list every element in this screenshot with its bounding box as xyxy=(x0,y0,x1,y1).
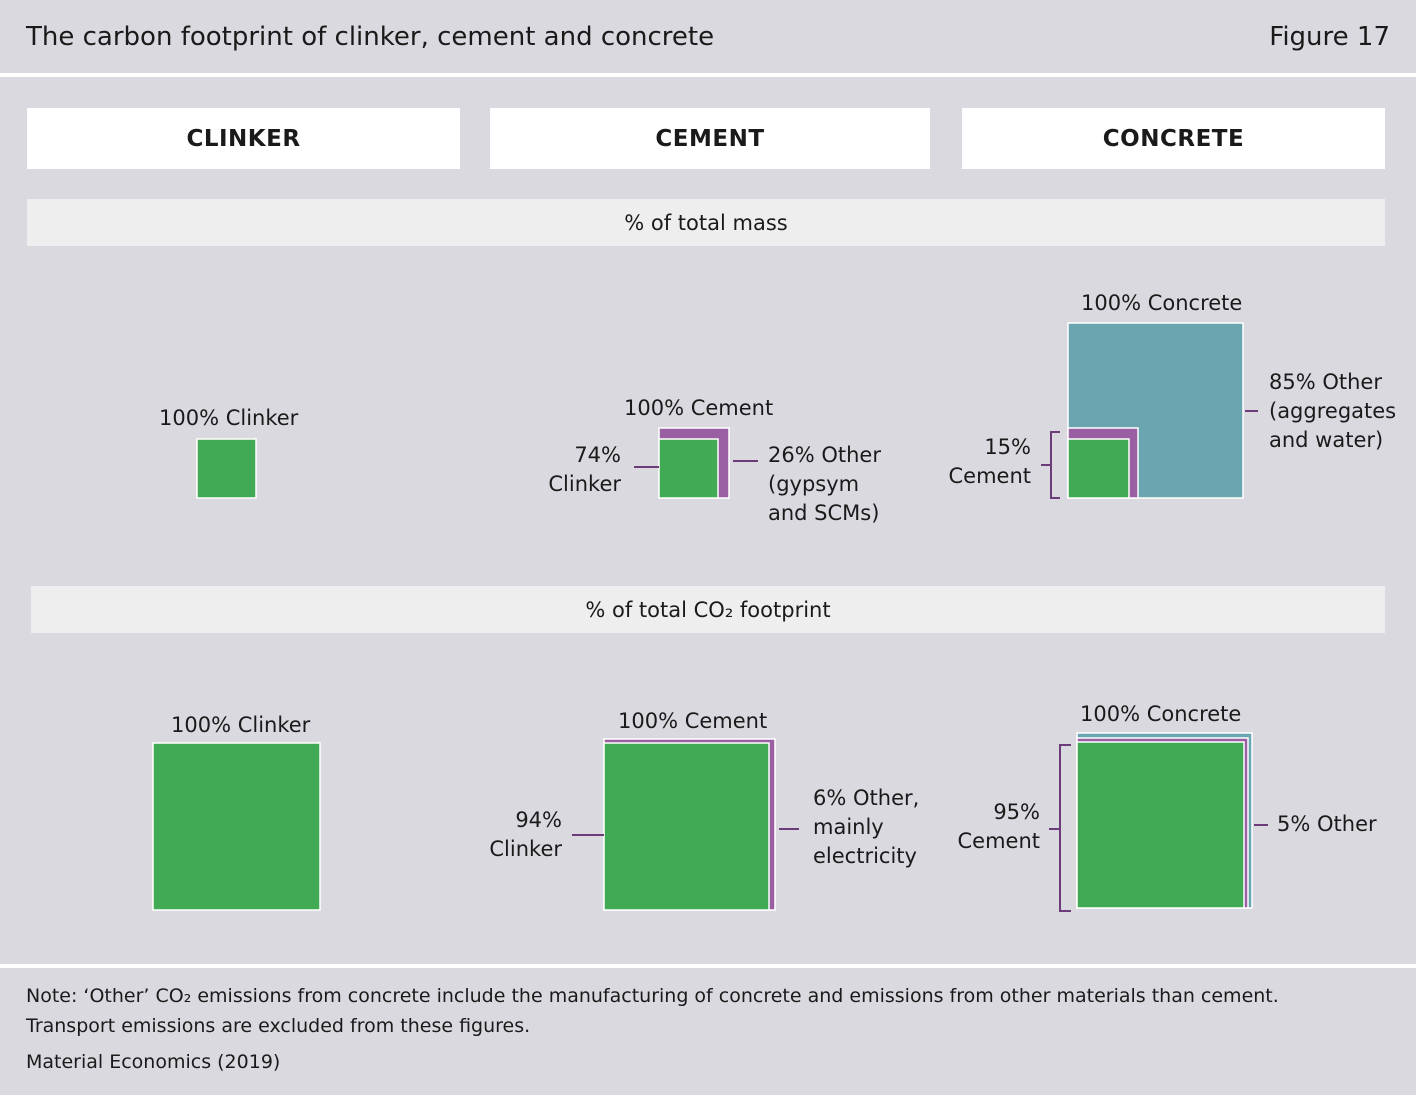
footnote-line2: Transport emissions are excluded from th… xyxy=(26,1015,531,1037)
mass-clinker-label: 100% Clinker xyxy=(159,406,299,430)
mass-concrete-other-line3: and water) xyxy=(1269,428,1384,452)
column-header-clinker: CLINKER xyxy=(27,108,460,169)
footnote: Note: ‘Other’ CO₂ emissions from concret… xyxy=(26,981,1279,1041)
mass-cement-other-line1: 26% Other xyxy=(768,443,881,467)
mass-concrete-other-line1: 85% Other xyxy=(1269,370,1382,394)
co2-concrete-cement-name: Cement xyxy=(957,829,1040,853)
co2-cement-clinker-name: Clinker xyxy=(489,837,562,861)
co2-cement-clinker-pct: 94% xyxy=(515,808,562,832)
mass-concrete-cement-pct: 15% xyxy=(984,435,1031,459)
co2-concrete-cement-clinker-square xyxy=(1076,741,1245,909)
column-header-concrete: CONCRETE xyxy=(962,108,1385,169)
mass-concrete-other-line2: (aggregates xyxy=(1269,399,1397,423)
mass-concrete-cement-label: 15% Cement xyxy=(940,433,1031,491)
mass-concrete-other-label: 85% Other (aggregates and water) xyxy=(1269,368,1396,455)
mass-cement-other-line3: and SCMs) xyxy=(768,501,880,525)
mass-cement-other-label: 26% Other (gypsym and SCMs) xyxy=(768,441,881,528)
co2-clinker-square xyxy=(152,742,321,911)
footer-divider xyxy=(0,964,1416,968)
mass-clinker-square xyxy=(196,438,257,499)
source-credit: Material Economics (2019) xyxy=(26,1051,281,1073)
co2-cement-clinker-square xyxy=(603,742,770,911)
column-header-cement: CEMENT xyxy=(490,108,930,169)
mass-concrete-cement-name: Cement xyxy=(948,464,1031,488)
header-divider xyxy=(0,73,1416,77)
figure-number: Figure 17 xyxy=(1269,22,1390,52)
mass-cement-other-line2: (gypsym xyxy=(768,472,860,496)
co2-concrete-cement-pct: 95% xyxy=(993,800,1040,824)
co2-concrete-cement-label: 95% Cement xyxy=(940,798,1040,856)
mass-cement-label: 100% Cement xyxy=(624,396,774,420)
mass-cement-clinker-label: 74% Clinker xyxy=(540,441,621,499)
mass-cement-clinker-pct: 74% xyxy=(574,443,621,467)
co2-concrete-label: 100% Concrete xyxy=(1080,702,1242,726)
mass-cement-clinker-name: Clinker xyxy=(548,472,621,496)
mass-cement-clinker-square xyxy=(658,438,719,499)
co2-cement-other-line3: electricity xyxy=(813,844,917,868)
co2-cement-other-line2: mainly xyxy=(813,815,884,839)
co2-cement-label: 100% Cement xyxy=(618,709,768,733)
co2-cement-clinker-label: 94% Clinker xyxy=(470,806,562,864)
mass-concrete-cement-bracket xyxy=(1041,431,1060,499)
co2-cement-other-line1: 6% Other, xyxy=(813,786,920,810)
footnote-line1: Note: ‘Other’ CO₂ emissions from concret… xyxy=(26,985,1279,1007)
mass-concrete-label: 100% Concrete xyxy=(1081,291,1243,315)
section-band-mass: % of total mass xyxy=(27,199,1385,246)
mass-concrete-cement-clinker-square xyxy=(1067,438,1130,499)
co2-concrete-cement-bracket xyxy=(1049,744,1071,912)
page-title: The carbon footprint of clinker, cement … xyxy=(26,22,715,52)
co2-cement-other-label: 6% Other, mainly electricity xyxy=(813,784,919,871)
co2-concrete-other-label: 5% Other xyxy=(1277,812,1377,836)
section-band-co2: % of total CO₂ footprint xyxy=(31,586,1385,633)
co2-clinker-label: 100% Clinker xyxy=(171,713,311,737)
